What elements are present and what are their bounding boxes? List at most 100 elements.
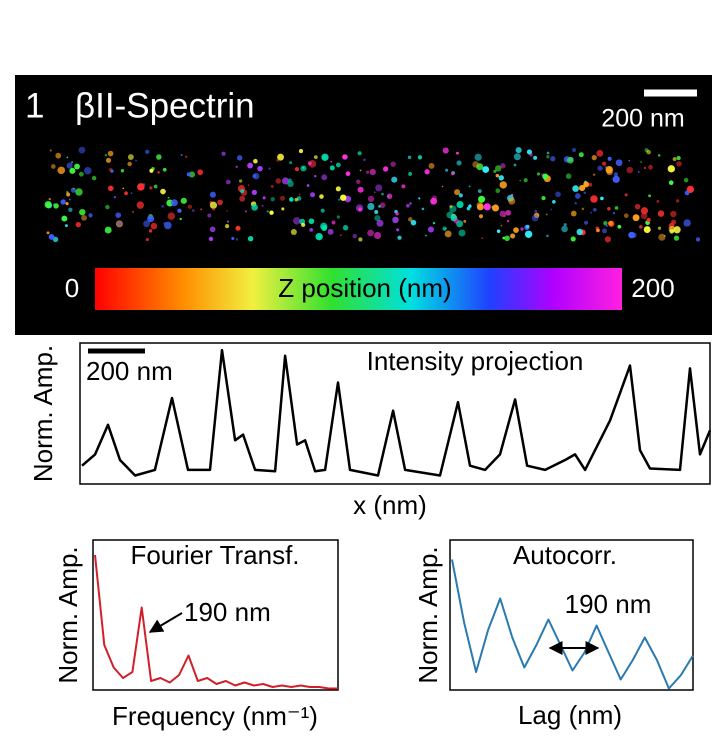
localization: [458, 193, 463, 198]
localization: [289, 197, 294, 202]
localization: [314, 174, 317, 178]
localization: [483, 203, 491, 211]
localization: [167, 196, 170, 199]
localization: [367, 195, 375, 202]
localization: [298, 193, 301, 196]
localization: [167, 212, 176, 220]
localization: [261, 204, 264, 207]
localization: [339, 234, 342, 237]
localization: [252, 172, 260, 180]
localization: [500, 163, 506, 169]
localization: [335, 162, 341, 168]
localization: [277, 153, 284, 161]
localization: [657, 210, 665, 217]
localization: [127, 161, 132, 167]
localization: [430, 197, 438, 205]
x-axis-label: Lag (nm): [518, 700, 622, 730]
localization: [441, 185, 444, 188]
localization: [310, 192, 316, 198]
localization: [648, 164, 653, 170]
localization: [308, 218, 315, 225]
localization: [584, 220, 589, 225]
localization: [546, 234, 549, 238]
localization: [458, 229, 466, 237]
localization: [631, 232, 637, 238]
localization: [583, 191, 587, 195]
localization: [531, 214, 539, 222]
localization: [44, 200, 52, 209]
localization: [390, 161, 396, 167]
localization: [563, 223, 567, 227]
localization: [231, 236, 235, 240]
localization: [607, 207, 611, 211]
localization: [124, 191, 128, 196]
localization: [444, 230, 452, 238]
localization: [185, 155, 188, 158]
y-axis-label: Norm. Amp.: [53, 546, 83, 683]
localization: [378, 205, 381, 208]
localization: [224, 224, 230, 229]
localization: [247, 235, 254, 242]
localization: [357, 186, 364, 193]
localization: [626, 166, 634, 174]
localization: [541, 196, 546, 201]
localization: [590, 195, 598, 203]
localization: [602, 161, 607, 166]
localization: [392, 216, 399, 224]
localization: [75, 221, 81, 228]
localization: [382, 166, 389, 172]
localization: [498, 175, 504, 181]
localization: [161, 205, 165, 208]
localization: [235, 225, 241, 231]
annotation: 190 nm: [184, 597, 271, 627]
localization: [683, 219, 691, 227]
localization: [363, 158, 366, 162]
localization: [526, 149, 532, 155]
localization: [72, 187, 75, 190]
localization: [207, 213, 212, 218]
localization: [301, 222, 306, 227]
localization: [408, 217, 413, 222]
localization: [145, 149, 150, 155]
localization: [657, 226, 662, 230]
localization: [226, 179, 231, 185]
localization: [456, 200, 464, 209]
localization: [643, 166, 647, 170]
localization: [513, 227, 519, 233]
localization: [668, 225, 676, 233]
localization: [409, 202, 412, 205]
localization: [534, 209, 538, 213]
localization: [446, 211, 454, 219]
localization: [463, 219, 467, 223]
localization: [145, 238, 149, 242]
data-line: [451, 559, 694, 690]
localization: [107, 185, 114, 192]
localization: [407, 155, 412, 160]
localization: [478, 214, 483, 219]
localization: [676, 156, 681, 161]
localization: [294, 197, 299, 202]
localization: [612, 175, 620, 183]
localization: [107, 150, 114, 157]
localization: [391, 176, 398, 183]
localization: [359, 169, 362, 172]
localization: [478, 195, 486, 203]
localization: [495, 173, 500, 178]
localization: [456, 160, 462, 166]
localization: [48, 198, 51, 201]
localization: [281, 207, 285, 211]
localization: [493, 169, 497, 173]
localization: [49, 149, 52, 152]
localization: [275, 178, 281, 184]
localization: [137, 183, 145, 191]
localization: [546, 151, 550, 155]
localization: [401, 184, 406, 189]
localization: [290, 228, 297, 236]
plot-title: Fourier Transf.: [130, 540, 299, 570]
localization: [105, 157, 111, 163]
localization: [565, 173, 572, 179]
localization: [358, 207, 362, 212]
localization: [608, 220, 614, 226]
localization: [593, 173, 596, 176]
localization: [75, 188, 83, 196]
